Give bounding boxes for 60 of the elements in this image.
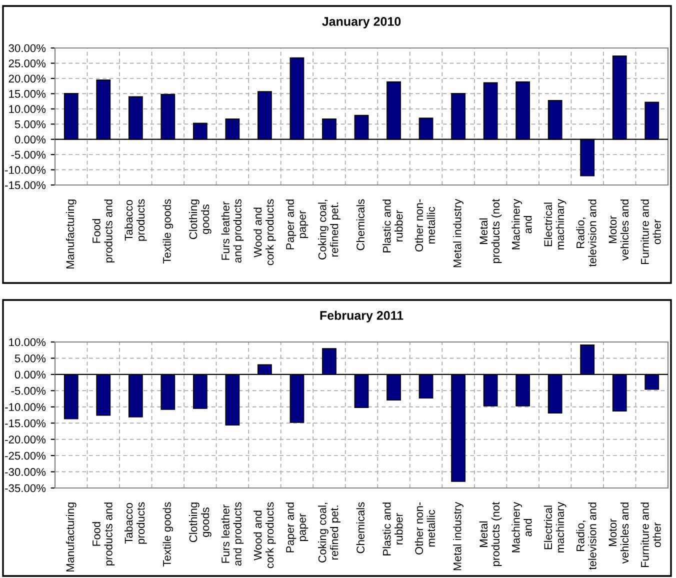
x-tick-label: Paper and paper — [286, 502, 308, 552]
y-tick-label: 10.00% — [9, 338, 46, 346]
x-tick-label: Clothing goods — [189, 502, 212, 542]
y-tick-label: -30.00% — [5, 468, 46, 476]
x-tick-label: Clothing goods — [189, 200, 212, 240]
y-tick-label: -15.00% — [5, 419, 46, 428]
y-tick-label: -10.00% — [5, 166, 46, 174]
x-tick-label: Furs leather and products — [221, 199, 244, 263]
chart-title: February 2011 — [320, 310, 404, 322]
x-tick-label: Tabacco products — [124, 502, 147, 544]
x-tick-label: Machinery and — [512, 198, 532, 250]
x-tick-label: Metal industry — [453, 198, 464, 268]
x-tick-label: Textile goods — [162, 199, 174, 264]
x-tick-label: Textile goods — [162, 502, 174, 566]
x-tick-label: Plastic and rubber — [382, 200, 403, 252]
x-tick-label: Furniture and other — [640, 200, 661, 264]
x-tick-label: Furniture and other — [640, 502, 661, 568]
x-tick-label: Chemicals — [356, 502, 364, 554]
x-tick-label: Paper and paper — [286, 200, 308, 250]
y-tick-label: 5.00% — [14, 354, 46, 362]
y-tick-label: 0.00% — [14, 370, 46, 379]
y-tick-label: -10.00% — [5, 403, 46, 412]
y-tick-label: 5.00% — [14, 120, 46, 128]
x-tick-label: Food products and — [92, 200, 115, 262]
x-tick-label: Electrical machinary — [544, 502, 566, 552]
x-tick-label: Coking coal, refined pet. — [318, 502, 340, 562]
y-tick-label: 0.00% — [14, 136, 46, 144]
x-tick-label: Plastic and rubber — [382, 502, 403, 556]
y-tick-label: -15.00% — [5, 181, 46, 190]
x-tick-label: Food products and — [92, 502, 115, 566]
x-tick-label: Wood and cork products — [254, 502, 276, 568]
y-tick-label: 30.00% — [8, 44, 46, 52]
x-tick-label: Other non- metallic — [414, 199, 435, 252]
x-tick-label: Metal products (not — [479, 198, 502, 264]
x-tick-label: Metal industry — [453, 502, 464, 570]
x-tick-label: Radio, television and — [576, 502, 596, 570]
x-tick-label: Other non- metallic — [414, 502, 435, 554]
x-tick-label: Machinery and — [512, 502, 532, 552]
x-tick-label: Metal products (not — [479, 502, 502, 566]
x-tick-label: Motor vehicles and — [608, 502, 629, 564]
x-tick-label: Tabacco products — [124, 199, 147, 241]
x-tick-label: Manufacturing — [66, 502, 76, 572]
x-tick-label: Radio, television and — [576, 200, 596, 267]
y-tick-label: -5.00% — [11, 386, 46, 395]
x-tick-label: Electrical machinary — [544, 198, 566, 250]
x-tick-label: Chemicals — [356, 199, 364, 250]
y-tick-label: 15.00% — [9, 90, 46, 98]
chart-title: January 2010 — [322, 17, 401, 28]
x-tick-label: Coking coal, refined pet. — [318, 200, 340, 260]
y-tick-label: -35.00% — [5, 484, 46, 492]
y-tick-label: 25.00% — [8, 59, 46, 68]
x-tick-label: Manufacturing — [66, 200, 76, 268]
y-tick-label: 20.00% — [8, 74, 46, 83]
x-tick-label: Motor vehicles and — [608, 200, 629, 261]
y-tick-label: -20.00% — [5, 436, 46, 444]
x-tick-label: Furs leather and products — [221, 502, 244, 566]
x-tick-label: Wood and cork products — [254, 199, 276, 266]
y-tick-label: -5.00% — [11, 150, 46, 159]
y-tick-label: -25.00% — [5, 452, 46, 460]
y-tick-label: 10.00% — [9, 105, 46, 114]
